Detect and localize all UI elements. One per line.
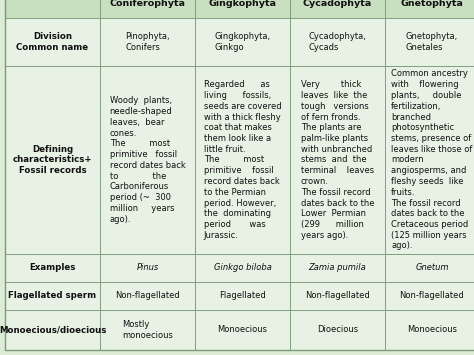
Bar: [290, 18, 385, 66]
Text: Division
Common name: Division Common name: [17, 32, 89, 52]
Text: Mostly
monoecious: Mostly monoecious: [122, 320, 173, 340]
Bar: [385, 282, 474, 310]
Text: Ginkgo biloba: Ginkgo biloba: [214, 263, 272, 273]
Bar: [385, 0, 474, 18]
Text: Dioecious: Dioecious: [317, 326, 358, 334]
Text: Gingkophyta: Gingkophyta: [209, 0, 276, 9]
Bar: [195, 66, 290, 254]
Text: Examples: Examples: [29, 263, 76, 273]
Bar: [290, 66, 385, 254]
Bar: [195, 310, 290, 350]
Bar: [195, 282, 290, 310]
Bar: [100, 254, 195, 282]
Bar: [5, 0, 100, 18]
Text: Gnetophyta: Gnetophyta: [401, 0, 464, 9]
Text: Monoecious: Monoecious: [218, 326, 267, 334]
Bar: [5, 254, 100, 282]
Text: Non-flagellated: Non-flagellated: [115, 291, 180, 300]
Bar: [5, 66, 100, 254]
Text: Very        thick
leaves  like  the
tough   versions
of fern fronds.
The plants : Very thick leaves like the tough version…: [301, 80, 374, 240]
Bar: [5, 310, 100, 350]
Text: Cycadophyta,
Cycads: Cycadophyta, Cycads: [309, 32, 366, 52]
Bar: [5, 18, 100, 66]
Text: Flagellated sperm: Flagellated sperm: [9, 291, 97, 300]
Text: Gnetophyta,
Gnetales: Gnetophyta, Gnetales: [406, 32, 458, 52]
Text: Defining
characteristics+
Fossil records: Defining characteristics+ Fossil records: [13, 145, 92, 175]
Text: Monoecious/dioecious: Monoecious/dioecious: [0, 326, 106, 334]
Text: Coniferophyta: Coniferophyta: [109, 0, 185, 9]
Text: Monoecious: Monoecious: [407, 326, 457, 334]
Text: Regarded      as
living      fossils,
seeds are covered
with a thick fleshy
coat: Regarded as living fossils, seeds are co…: [204, 80, 281, 240]
Bar: [100, 66, 195, 254]
Text: Zamia pumila: Zamia pumila: [309, 263, 366, 273]
Bar: [385, 310, 474, 350]
Bar: [290, 310, 385, 350]
Bar: [100, 282, 195, 310]
Bar: [195, 0, 290, 18]
Bar: [100, 0, 195, 18]
Bar: [385, 66, 474, 254]
Bar: [290, 254, 385, 282]
Text: Cycadophyta: Cycadophyta: [303, 0, 372, 9]
Text: Gnetum: Gnetum: [415, 263, 449, 273]
Text: Pinus: Pinus: [137, 263, 159, 273]
Text: Woody  plants,
needle-shaped
leaves,  bear
cones.
The         most
primitive   f: Woody plants, needle-shaped leaves, bear…: [109, 96, 185, 224]
Bar: [290, 0, 385, 18]
Bar: [100, 310, 195, 350]
Text: Flagellated: Flagellated: [219, 291, 266, 300]
Bar: [385, 254, 474, 282]
Text: Gingkophyta,
Ginkgo: Gingkophyta, Ginkgo: [214, 32, 271, 52]
Bar: [5, 282, 100, 310]
Bar: [100, 18, 195, 66]
Bar: [195, 254, 290, 282]
Text: Non-flagellated: Non-flagellated: [400, 291, 465, 300]
Text: Pinophyta,
Conifers: Pinophyta, Conifers: [125, 32, 170, 52]
Bar: [195, 18, 290, 66]
Text: Common ancestry
with    flowering
plants,     double
fertilization,
branched
pho: Common ancestry with flowering plants, d…: [392, 70, 473, 251]
Text: Non-flagellated: Non-flagellated: [305, 291, 370, 300]
Bar: [385, 18, 474, 66]
Bar: [290, 282, 385, 310]
